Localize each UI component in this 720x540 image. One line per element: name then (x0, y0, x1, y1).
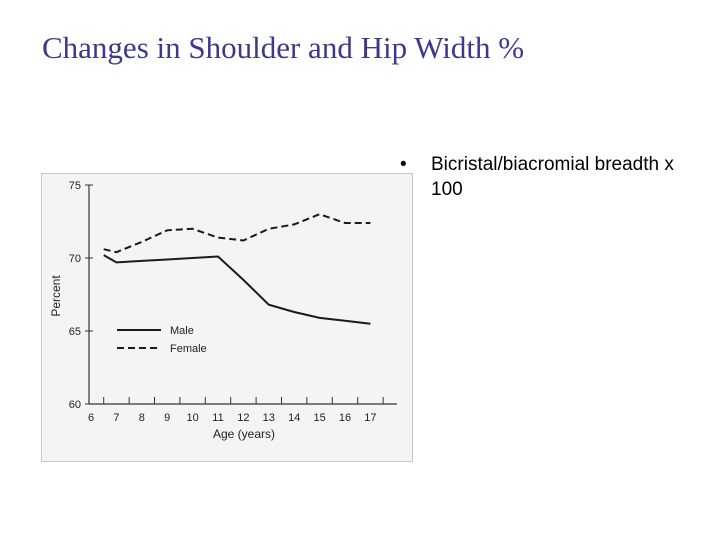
bullet-point: • Bicristal/biacromial breadth x 100 (400, 152, 700, 202)
y-tick-label: 70 (69, 253, 81, 265)
bullet-dot: • (400, 154, 407, 175)
x-tick-label: 7 (113, 412, 119, 424)
chart-series (103, 213, 371, 325)
x-tick-label: 12 (237, 412, 249, 424)
chart-axes: 60 65 70 75 6 7 8 9 10 11 12 13 14 15 16 17 (69, 180, 397, 424)
x-tick-label: 17 (364, 412, 376, 424)
legend-label-female: Female (170, 343, 207, 355)
chart-legend: Male Female (117, 325, 207, 355)
chart-panel (41, 173, 413, 462)
slide-title: Changes in Shoulder and Hip Width % (42, 30, 525, 65)
y-tick-label: 75 (69, 180, 81, 192)
x-tick-label: 11 (212, 412, 223, 424)
x-tick-label: 13 (263, 412, 275, 424)
bullet-text: Bicristal/biacromial breadth x 100 (431, 154, 674, 200)
x-tick-label: 15 (313, 412, 325, 424)
x-axis-label: Age (years) (213, 427, 275, 441)
x-tick-label: 16 (339, 412, 351, 424)
x-tick-label: 8 (139, 412, 145, 424)
x-tick-label: 9 (164, 412, 170, 424)
y-axis-label: Percent (49, 275, 63, 317)
x-tick-label: 6 (88, 412, 94, 424)
series-line-female (103, 213, 371, 254)
y-tick-label: 60 (69, 399, 81, 411)
y-tick-label: 65 (69, 326, 81, 338)
x-tick-label: 14 (288, 412, 300, 424)
x-tick-label: 10 (186, 412, 198, 424)
series-line-male (103, 254, 371, 325)
legend-label-male: Male (170, 325, 194, 337)
